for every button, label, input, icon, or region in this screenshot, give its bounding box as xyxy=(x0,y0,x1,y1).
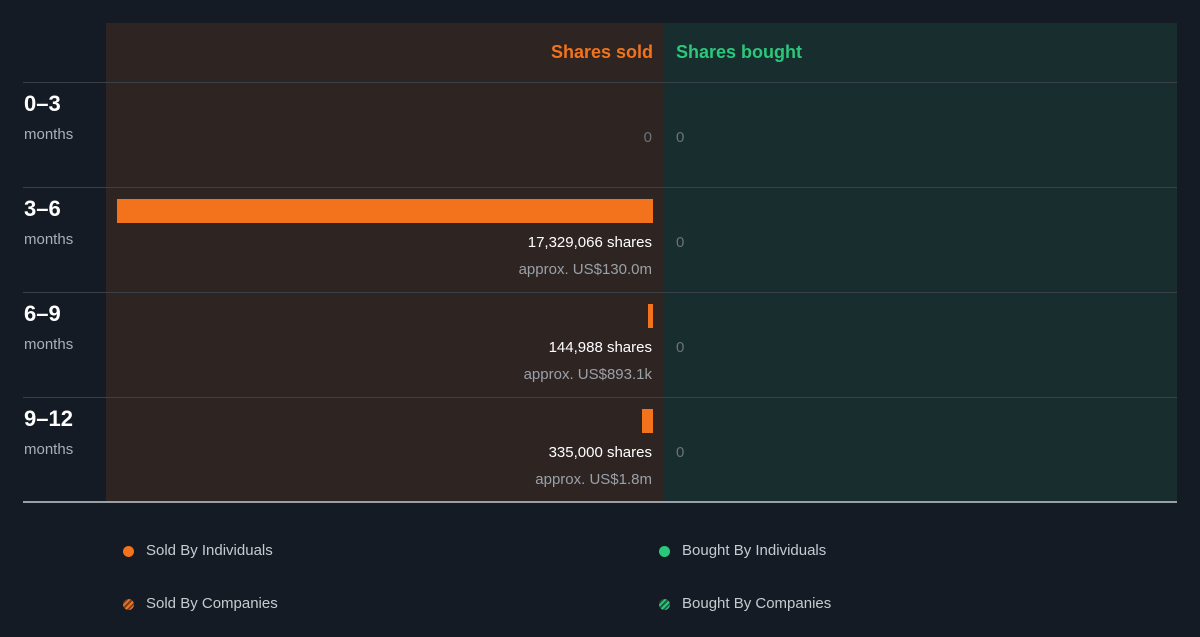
period-label: 3–6 xyxy=(24,196,61,221)
period-unit: months xyxy=(24,441,74,458)
sold-shares-label: 17,329,066 shares xyxy=(527,234,652,251)
period-unit: months xyxy=(24,231,74,248)
green-dot-icon xyxy=(659,545,670,557)
period-label: 9–12 xyxy=(24,406,73,431)
striped-green-icon xyxy=(659,598,670,610)
sold-shares-label: 335,000 shares xyxy=(548,444,652,461)
bought-value-label: 0 xyxy=(676,129,685,146)
bought-value-label: 0 xyxy=(676,444,685,461)
shares-sold-header: Shares sold xyxy=(550,42,653,62)
legend-sold-companies[interactable]: Sold By Companies xyxy=(123,595,278,613)
legend-label: Sold By Companies xyxy=(146,595,278,612)
row-divider xyxy=(23,187,1177,188)
row-divider xyxy=(23,82,1177,83)
bought-value-label: 0 xyxy=(676,339,685,356)
sold-value-label: 0 xyxy=(643,129,652,146)
period-unit: months xyxy=(24,336,74,353)
orange-dot-icon xyxy=(123,545,134,557)
sold-bar[interactable] xyxy=(117,199,653,223)
sold-value-approx: approx. US$893.1k xyxy=(523,366,652,383)
chart-baseline xyxy=(23,501,1177,503)
period-label: 0–3 xyxy=(24,91,61,116)
legend-bought-companies[interactable]: Bought By Companies xyxy=(659,595,831,613)
sold-bar[interactable] xyxy=(642,409,653,433)
sold-shares-label: 144,988 shares xyxy=(548,339,652,356)
legend-label: Sold By Individuals xyxy=(146,542,273,559)
period-label: 6–9 xyxy=(24,301,61,326)
bought-value-label: 0 xyxy=(676,234,685,251)
row-divider xyxy=(23,292,1177,293)
striped-orange-icon xyxy=(123,598,134,610)
bought-panel xyxy=(663,23,1177,501)
period-unit: months xyxy=(24,126,74,143)
sold-panel xyxy=(106,23,663,501)
legend-bought-individuals[interactable]: Bought By Individuals xyxy=(659,542,826,560)
shares-bought-header: Shares bought xyxy=(676,42,803,62)
sold-value-approx: approx. US$130.0m xyxy=(518,261,652,278)
row-divider xyxy=(23,397,1177,398)
legend-sold-individuals[interactable]: Sold By Individuals xyxy=(123,542,273,560)
legend-label: Bought By Individuals xyxy=(682,542,827,559)
sold-value-approx: approx. US$1.8m xyxy=(535,471,652,488)
sold-bar[interactable] xyxy=(648,304,653,328)
legend-label: Bought By Companies xyxy=(682,595,832,612)
